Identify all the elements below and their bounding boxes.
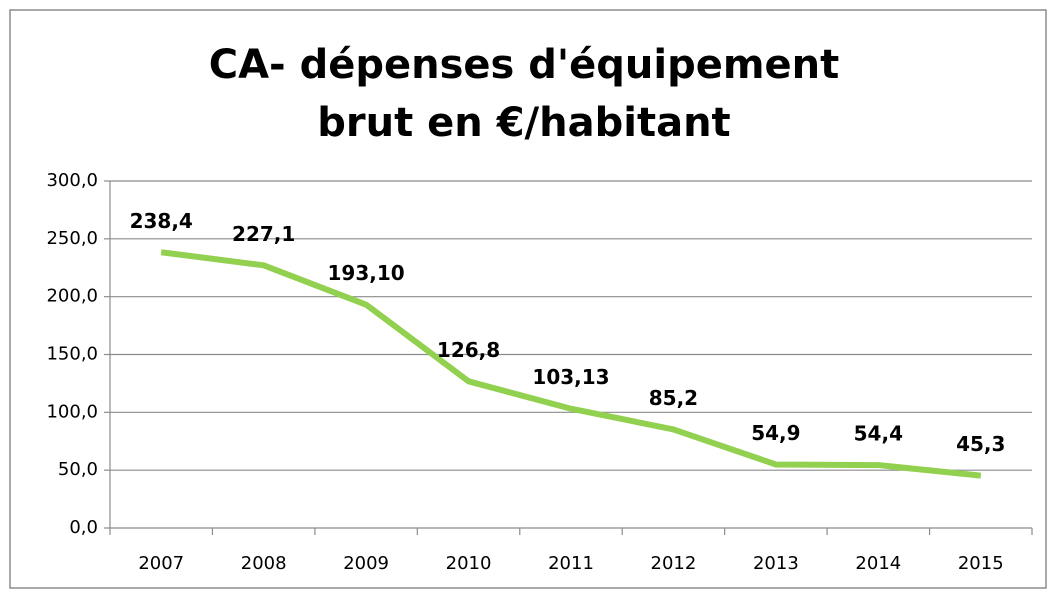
x-tick-label: 2012 [651,553,697,574]
x-tick-label: 2008 [241,553,287,574]
chart-title: CA- dépenses d'équipement brut en €/habi… [208,42,840,146]
data-label: 54,4 [854,422,903,446]
data-label: 45,3 [956,432,1005,456]
x-tick-label: 2013 [753,553,799,574]
data-label: 54,9 [751,421,800,445]
y-tick-label: 300,0 [46,170,98,191]
chart-frame [9,9,1047,589]
x-tick-label: 2011 [548,553,594,574]
x-tick-label: 2009 [343,553,389,574]
data-label: 193,10 [328,261,405,285]
y-tick-label: 100,0 [46,401,98,422]
data-label: 85,2 [649,386,698,410]
x-tick-label: 2010 [446,553,492,574]
y-tick-label: 0,0 [69,517,98,538]
data-label: 126,8 [437,338,500,362]
y-tick-label: 50,0 [58,459,98,480]
x-tick-label: 2015 [958,553,1004,574]
y-tick-label: 150,0 [46,344,98,365]
y-tick-label: 200,0 [46,286,98,307]
line [160,249,982,479]
y-tick-label: 250,0 [46,228,98,249]
data-label: 227,1 [232,222,295,246]
x-tick-label: 2014 [855,553,901,574]
data-label: 103,13 [532,365,609,389]
x-tick-label: 2007 [138,553,184,574]
data-label: 238,4 [130,209,193,233]
